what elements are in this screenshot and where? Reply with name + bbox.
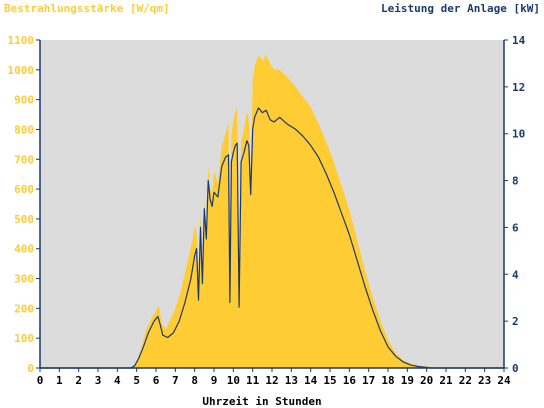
x-tick-label: 9 <box>211 374 218 387</box>
x-tick-label: 1 <box>56 374 63 387</box>
x-tick-label: 11 <box>246 374 260 387</box>
x-tick-label: 20 <box>420 374 433 387</box>
y-right-tick-label: 10 <box>512 128 525 141</box>
y-left-tick-label: 100 <box>14 332 34 345</box>
y-right-tick-label: 0 <box>512 362 519 375</box>
x-tick-label: 12 <box>265 374 278 387</box>
y-left-tick-label: 1100 <box>8 34 35 47</box>
y-left-tick-label: 600 <box>14 183 34 196</box>
x-tick-label: 23 <box>478 374 491 387</box>
x-axis-title: Uhrzeit in Stunden <box>202 395 321 408</box>
y-right-tick-label: 4 <box>512 268 519 281</box>
y-left-tick-label: 200 <box>14 302 34 315</box>
x-tick-label: 5 <box>133 374 140 387</box>
x-tick-label: 16 <box>343 374 357 387</box>
x-tick-label: 21 <box>439 374 453 387</box>
x-tick-label: 10 <box>227 374 240 387</box>
y-left-tick-label: 900 <box>14 94 34 107</box>
irradiance-area <box>40 54 504 369</box>
x-tick-label: 18 <box>381 374 394 387</box>
x-tick-label: 22 <box>459 374 472 387</box>
x-tick-label: 8 <box>191 374 198 387</box>
x-tick-label: 24 <box>497 374 511 387</box>
y-right-tick-label: 8 <box>512 175 519 188</box>
y-left-tick-label: 1000 <box>8 64 35 77</box>
power-line <box>40 107 504 369</box>
y-left-tick-label: 300 <box>14 273 34 286</box>
y-left-tick-label: 0 <box>27 362 34 375</box>
x-tick-label: 19 <box>401 374 414 387</box>
axis-layer: 0100200300400500600700800900100011000246… <box>8 34 526 387</box>
y-right-tick-label: 2 <box>512 315 519 328</box>
y-right-tick-label: 14 <box>512 34 526 47</box>
x-tick-label: 4 <box>114 374 121 387</box>
x-tick-label: 17 <box>362 374 375 387</box>
x-tick-label: 15 <box>323 374 336 387</box>
x-tick-label: 13 <box>285 374 298 387</box>
y-left-tick-label: 400 <box>14 243 34 256</box>
x-tick-label: 14 <box>304 374 318 387</box>
right-axis-title: Leistung der Anlage [kW] <box>381 2 540 15</box>
x-tick-label: 0 <box>37 374 44 387</box>
y-right-tick-label: 12 <box>512 81 525 94</box>
series-layer <box>40 54 504 369</box>
y-left-tick-label: 700 <box>14 153 34 166</box>
x-tick-label: 3 <box>95 374 102 387</box>
y-left-tick-label: 500 <box>14 213 34 226</box>
x-tick-label: 2 <box>75 374 82 387</box>
x-tick-label: 6 <box>153 374 160 387</box>
left-axis-title: Bestrahlungsstärke [W/qm] <box>4 2 170 15</box>
y-left-tick-label: 800 <box>14 123 34 136</box>
y-right-tick-label: 6 <box>512 221 519 234</box>
x-tick-label: 7 <box>172 374 179 387</box>
